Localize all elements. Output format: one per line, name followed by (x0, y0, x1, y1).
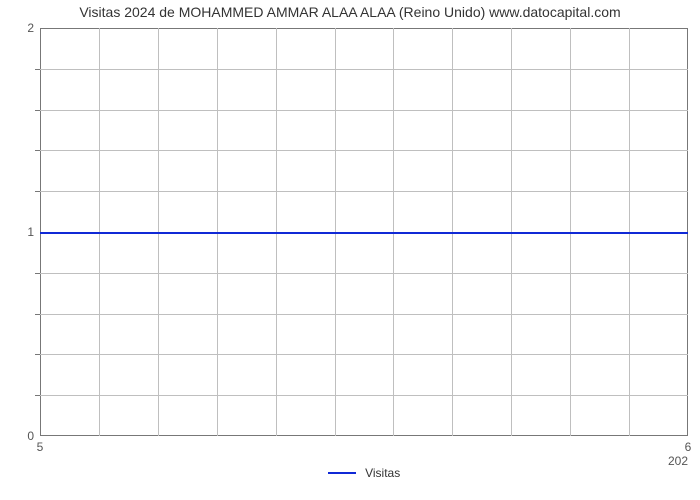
x-axis-tick-label: 5 (37, 436, 44, 454)
y-axis-minor-tick (35, 110, 40, 111)
legend: Visitas (40, 465, 688, 480)
series-line-visitas (40, 232, 688, 234)
y-axis-minor-tick (35, 191, 40, 192)
y-axis-minor-tick (35, 395, 40, 396)
gridline-horizontal (40, 110, 688, 111)
y-axis-tick-label: 1 (27, 225, 40, 239)
chart-title: Visitas 2024 de MOHAMMED AMMAR ALAA ALAA… (0, 4, 700, 20)
gridline-horizontal (40, 273, 688, 274)
y-axis-minor-tick (35, 69, 40, 70)
legend-swatch (328, 472, 356, 474)
y-axis-tick-label: 2 (27, 21, 40, 35)
gridline-horizontal (40, 395, 688, 396)
y-axis-minor-tick (35, 150, 40, 151)
legend-label: Visitas (365, 466, 400, 480)
gridline-horizontal (40, 314, 688, 315)
gridline-horizontal (40, 354, 688, 355)
plot-area: Visitas 01256202 (40, 28, 688, 436)
gridline-horizontal (40, 69, 688, 70)
y-axis-minor-tick (35, 354, 40, 355)
gridline-horizontal (40, 191, 688, 192)
x-axis-secondary-label: 202 (668, 436, 688, 468)
y-axis-minor-tick (35, 273, 40, 274)
y-axis-minor-tick (35, 314, 40, 315)
gridline-horizontal (40, 150, 688, 151)
visits-line-chart: Visitas 2024 de MOHAMMED AMMAR ALAA ALAA… (0, 0, 700, 500)
